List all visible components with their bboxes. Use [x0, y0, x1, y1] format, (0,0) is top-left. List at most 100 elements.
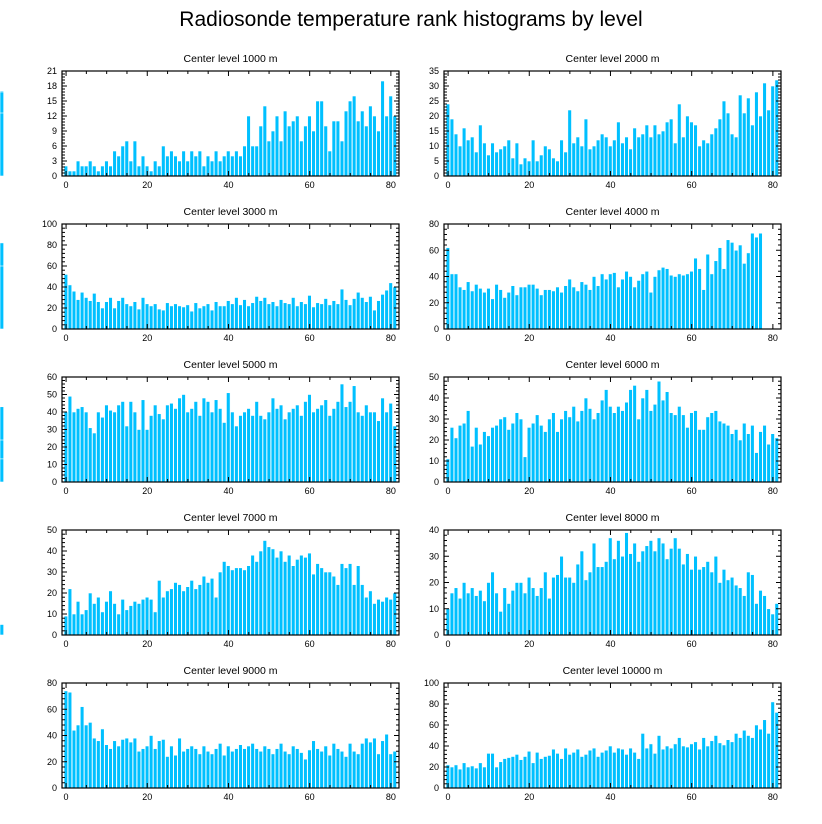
bar	[274, 115, 280, 177]
bar	[746, 735, 751, 789]
bar	[169, 745, 174, 789]
chart-panel-7: Center level 7000 m 0 20 40 60 80 0 10 20 30 40 50	[47, 512, 400, 649]
bar	[677, 273, 682, 330]
bar	[315, 100, 320, 177]
bar	[571, 142, 576, 177]
bar	[234, 567, 239, 636]
bar	[535, 595, 540, 636]
bar	[213, 748, 219, 789]
bar	[660, 399, 666, 483]
bar	[246, 305, 251, 330]
bar	[677, 737, 682, 789]
bar	[222, 754, 227, 789]
bar	[388, 402, 393, 483]
bar	[246, 408, 251, 483]
y-tick-label: 25	[429, 96, 439, 106]
bar	[729, 741, 735, 789]
y-tick-label: 80	[429, 699, 439, 709]
bar	[660, 542, 666, 636]
bar	[238, 304, 243, 330]
bar	[291, 120, 296, 177]
bar	[234, 297, 239, 330]
bar	[258, 750, 263, 789]
bar	[486, 753, 491, 789]
bar	[669, 747, 674, 789]
bar	[335, 584, 341, 636]
bar	[108, 748, 113, 789]
x-tick-label: 80	[768, 333, 778, 343]
chart-title: Center level 6000 m	[566, 359, 660, 371]
bar	[478, 288, 483, 330]
bar	[100, 165, 105, 177]
bar	[717, 247, 723, 330]
bar	[128, 305, 133, 330]
chart-title: Center level 8000 m	[566, 512, 660, 524]
bar	[270, 753, 276, 789]
y-tick-label: 0	[434, 171, 439, 181]
bar	[140, 155, 146, 177]
bar	[71, 290, 77, 330]
bar	[453, 437, 459, 483]
bar	[579, 145, 584, 177]
bar	[498, 148, 503, 177]
bar	[632, 127, 637, 177]
y-tick-label: 20	[429, 111, 439, 121]
bar	[478, 443, 483, 483]
bar	[530, 422, 536, 483]
bar	[681, 745, 686, 789]
x-tick-label: 40	[605, 486, 615, 496]
bar	[234, 425, 239, 483]
bar	[734, 429, 739, 483]
bar	[209, 753, 215, 789]
bar	[563, 576, 568, 636]
x-tick-label: 40	[223, 792, 233, 802]
bar	[575, 136, 580, 177]
bar	[136, 308, 142, 330]
bar	[380, 740, 385, 789]
bar	[242, 299, 247, 330]
bar	[299, 752, 304, 789]
bar	[579, 756, 584, 789]
bar	[530, 284, 536, 330]
bar	[701, 737, 706, 789]
bar	[640, 273, 645, 330]
chart-panel-2: Center level 2000 m0 20 40 60 80051015202530…	[0, 53, 782, 190]
bar	[697, 748, 702, 789]
x-tick-label: 40	[605, 333, 615, 343]
bar	[693, 555, 698, 636]
bar	[323, 745, 328, 789]
bar	[685, 746, 690, 789]
bar	[644, 270, 649, 330]
bar	[307, 552, 312, 636]
y-tick-label: 0	[434, 630, 439, 640]
bar	[181, 150, 186, 177]
bar	[209, 309, 215, 330]
bar	[754, 236, 759, 330]
bar	[96, 740, 101, 789]
bar	[120, 145, 125, 177]
bar	[457, 768, 463, 789]
bar	[453, 273, 459, 330]
bar	[116, 613, 121, 636]
bar	[161, 145, 166, 177]
bar	[149, 415, 154, 483]
bar	[100, 611, 105, 636]
bar	[75, 160, 81, 177]
bar	[490, 427, 495, 483]
bar	[295, 305, 300, 330]
bar	[388, 95, 393, 177]
bar	[620, 555, 625, 636]
bar	[701, 429, 706, 483]
y-tick-label: 3	[52, 156, 57, 166]
bar	[384, 733, 389, 789]
bar	[725, 739, 731, 789]
bar	[518, 163, 524, 177]
plot-frame	[443, 376, 782, 483]
bar	[551, 412, 556, 483]
bar	[274, 305, 280, 330]
bar	[567, 576, 572, 636]
bar	[490, 753, 495, 789]
bar	[660, 130, 666, 177]
bar	[453, 587, 459, 636]
bar	[490, 298, 495, 330]
